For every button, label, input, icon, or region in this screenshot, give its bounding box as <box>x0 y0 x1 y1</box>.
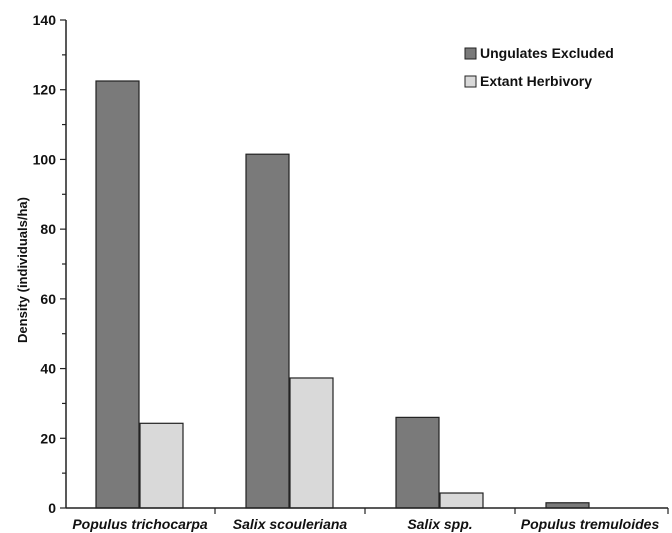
x-category-label: Salix scouleriana <box>233 516 348 532</box>
legend: Ungulates Excluded Extant Herbivory <box>464 45 614 89</box>
y-axis-label: Density (individuals/ha) <box>15 197 30 343</box>
bar-extant-herbivory-0 <box>139 422 184 509</box>
y-tick-label: 60 <box>40 291 56 307</box>
bar-ungulates-excluded-1 <box>245 153 290 509</box>
y-tick-label: 120 <box>33 82 57 98</box>
bar-ungulates-excluded-3 <box>545 502 590 509</box>
y-tick-label: 0 <box>48 500 56 516</box>
bar-extant-herbivory-2 <box>439 492 484 509</box>
bars-layer <box>95 80 590 509</box>
x-category-label: Salix spp. <box>407 516 472 532</box>
x-category-label: Populus trichocarpa <box>72 516 208 532</box>
y-tick-label: 40 <box>40 361 56 377</box>
legend-label: Extant Herbivory <box>480 73 592 89</box>
bar-ungulates-excluded-0 <box>95 80 140 509</box>
y-tick-label: 20 <box>40 430 56 446</box>
x-category-label: Populus tremuloides <box>521 516 660 532</box>
bar-extant-herbivory-1 <box>289 377 334 509</box>
bar-ungulates-excluded-2 <box>395 416 440 509</box>
axes-layer: 0 20 40 60 80 100 120 140 Populus trichocarpa Sal… <box>33 12 669 532</box>
legend-swatch <box>464 75 477 88</box>
legend-swatch <box>464 47 477 60</box>
y-tick-label: 100 <box>33 151 57 167</box>
legend-label: Ungulates Excluded <box>480 45 614 61</box>
y-tick-label: 80 <box>40 221 56 237</box>
y-tick-label: 140 <box>33 12 57 28</box>
